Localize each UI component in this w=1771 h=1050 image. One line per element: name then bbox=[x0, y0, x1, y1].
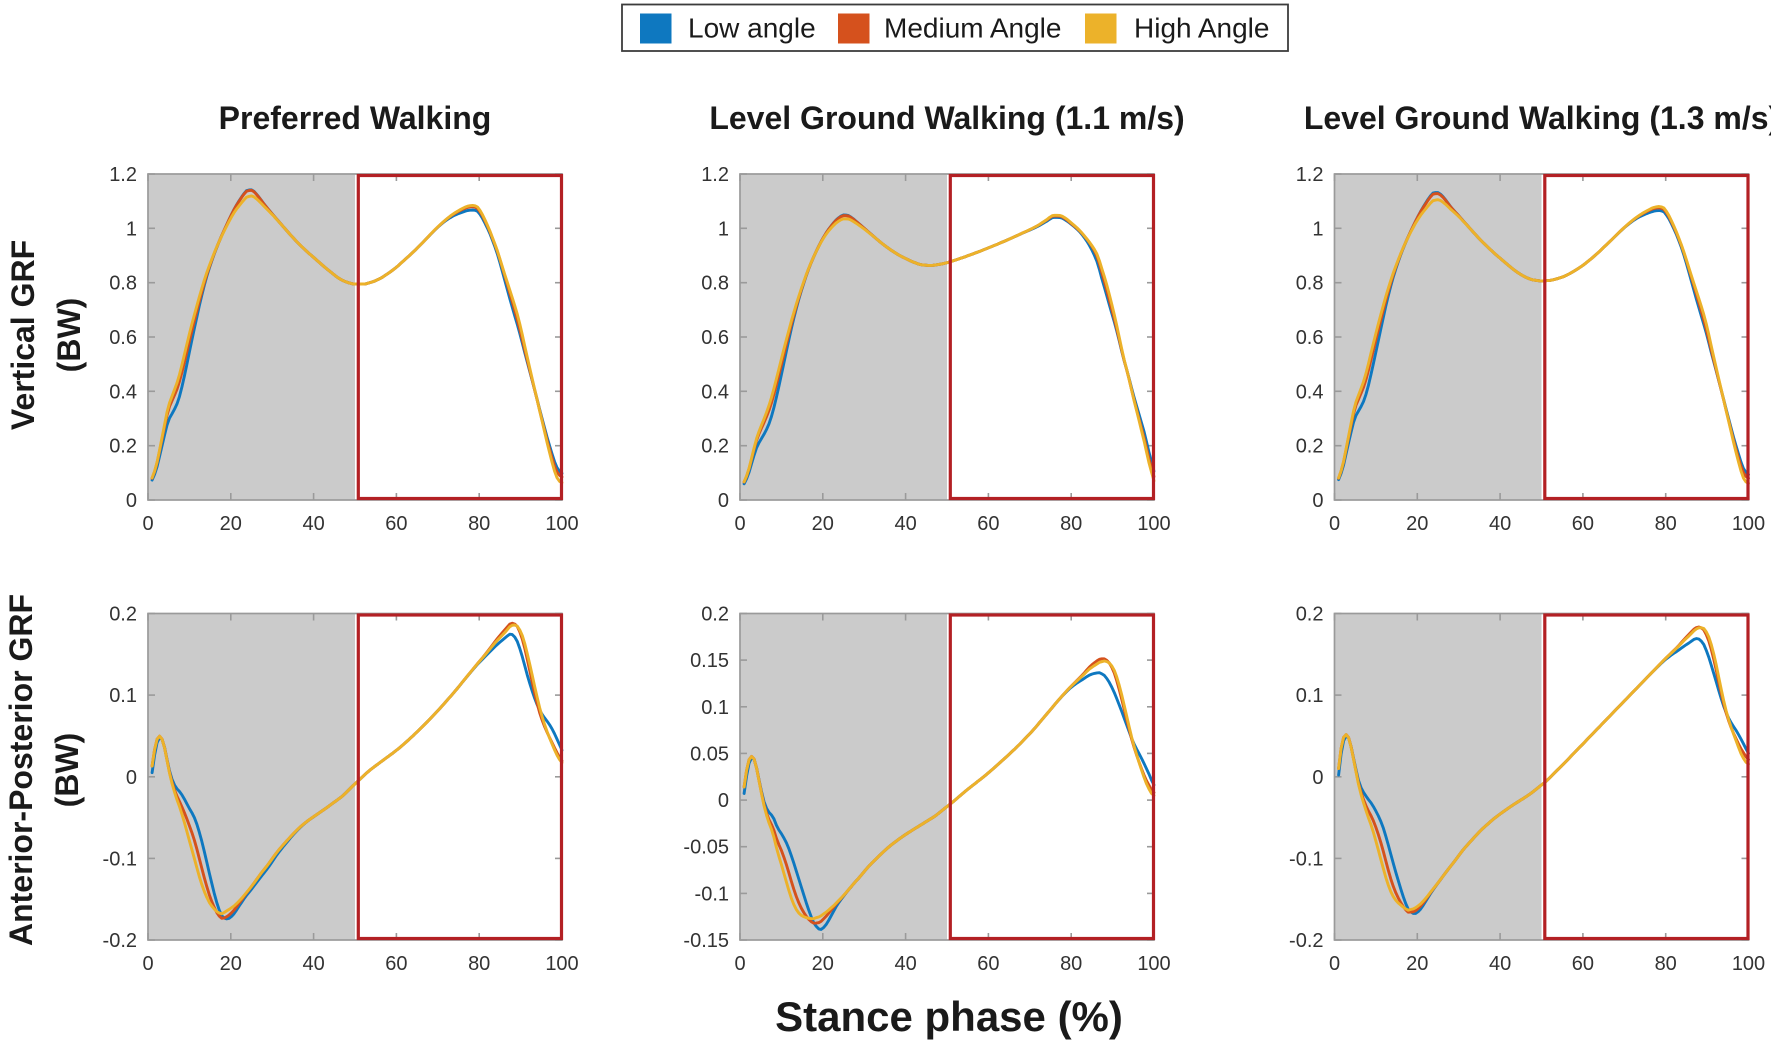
svg-text:0.4: 0.4 bbox=[109, 381, 137, 403]
svg-text:20: 20 bbox=[1406, 953, 1428, 975]
svg-text:Medium Angle: Medium Angle bbox=[884, 13, 1061, 44]
svg-text:60: 60 bbox=[977, 953, 999, 975]
svg-text:0: 0 bbox=[126, 767, 137, 789]
svg-text:0.15: 0.15 bbox=[690, 650, 729, 672]
svg-text:1: 1 bbox=[1312, 218, 1323, 240]
svg-text:0: 0 bbox=[1329, 513, 1340, 535]
svg-text:-0.2: -0.2 bbox=[1289, 930, 1323, 952]
svg-text:0.8: 0.8 bbox=[109, 273, 137, 295]
svg-text:100: 100 bbox=[545, 513, 578, 535]
svg-text:0.6: 0.6 bbox=[109, 327, 137, 349]
svg-text:80: 80 bbox=[468, 513, 490, 535]
svg-text:-0.1: -0.1 bbox=[103, 848, 137, 870]
svg-text:0: 0 bbox=[1329, 953, 1340, 975]
svg-text:High Angle: High Angle bbox=[1134, 13, 1269, 44]
svg-text:0.8: 0.8 bbox=[1296, 273, 1324, 295]
svg-text:0.1: 0.1 bbox=[701, 697, 729, 719]
svg-text:60: 60 bbox=[1572, 953, 1594, 975]
svg-text:100: 100 bbox=[1137, 513, 1170, 535]
svg-text:1.2: 1.2 bbox=[701, 164, 729, 186]
svg-text:0: 0 bbox=[734, 953, 745, 975]
svg-text:40: 40 bbox=[894, 953, 916, 975]
svg-text:80: 80 bbox=[1655, 953, 1677, 975]
svg-text:1.2: 1.2 bbox=[1296, 164, 1324, 186]
svg-text:100: 100 bbox=[1732, 513, 1765, 535]
svg-text:100: 100 bbox=[545, 953, 578, 975]
svg-text:-0.15: -0.15 bbox=[683, 930, 729, 952]
svg-text:Low angle: Low angle bbox=[688, 13, 816, 44]
svg-text:1: 1 bbox=[126, 218, 137, 240]
svg-text:80: 80 bbox=[1060, 953, 1082, 975]
svg-text:0.2: 0.2 bbox=[109, 604, 137, 626]
svg-text:0: 0 bbox=[734, 513, 745, 535]
svg-text:20: 20 bbox=[220, 953, 242, 975]
svg-text:20: 20 bbox=[812, 513, 834, 535]
svg-text:-0.1: -0.1 bbox=[1289, 848, 1323, 870]
svg-text:80: 80 bbox=[1060, 513, 1082, 535]
svg-text:80: 80 bbox=[468, 953, 490, 975]
svg-text:40: 40 bbox=[302, 953, 324, 975]
svg-text:1.2: 1.2 bbox=[109, 164, 137, 186]
svg-text:0.2: 0.2 bbox=[1296, 436, 1324, 458]
svg-text:80: 80 bbox=[1655, 513, 1677, 535]
svg-text:Stance phase (%): Stance phase (%) bbox=[775, 993, 1123, 1040]
svg-text:0: 0 bbox=[126, 490, 137, 512]
svg-text:0: 0 bbox=[1312, 490, 1323, 512]
svg-text:20: 20 bbox=[1406, 513, 1428, 535]
svg-text:0.2: 0.2 bbox=[701, 604, 729, 626]
svg-text:Preferred Walking: Preferred Walking bbox=[219, 100, 492, 136]
svg-text:0: 0 bbox=[718, 790, 729, 812]
svg-text:40: 40 bbox=[1489, 513, 1511, 535]
svg-text:0: 0 bbox=[1312, 767, 1323, 789]
svg-text:0.2: 0.2 bbox=[109, 436, 137, 458]
svg-text:0.8: 0.8 bbox=[701, 273, 729, 295]
svg-text:100: 100 bbox=[1732, 953, 1765, 975]
svg-text:0: 0 bbox=[718, 490, 729, 512]
svg-text:0.4: 0.4 bbox=[701, 381, 729, 403]
svg-text:40: 40 bbox=[1489, 953, 1511, 975]
svg-text:-0.05: -0.05 bbox=[683, 837, 729, 859]
svg-text:0: 0 bbox=[142, 513, 153, 535]
svg-text:60: 60 bbox=[385, 513, 407, 535]
svg-text:0.1: 0.1 bbox=[1296, 685, 1324, 707]
svg-text:0.2: 0.2 bbox=[701, 436, 729, 458]
svg-text:-0.2: -0.2 bbox=[103, 930, 137, 952]
svg-text:40: 40 bbox=[302, 513, 324, 535]
svg-text:0.1: 0.1 bbox=[109, 685, 137, 707]
svg-text:0.6: 0.6 bbox=[1296, 327, 1324, 349]
svg-text:20: 20 bbox=[220, 513, 242, 535]
svg-text:Level Ground Walking (1.3 m/s): Level Ground Walking (1.3 m/s) bbox=[1304, 100, 1771, 136]
svg-text:Level Ground Walking (1.1 m/s): Level Ground Walking (1.1 m/s) bbox=[709, 100, 1184, 136]
svg-text:100: 100 bbox=[1137, 953, 1170, 975]
svg-text:0.2: 0.2 bbox=[1296, 604, 1324, 626]
svg-text:0.05: 0.05 bbox=[690, 743, 729, 765]
svg-text:0.6: 0.6 bbox=[701, 327, 729, 349]
svg-text:1: 1 bbox=[718, 218, 729, 240]
svg-text:60: 60 bbox=[385, 953, 407, 975]
svg-text:-0.1: -0.1 bbox=[695, 883, 729, 905]
svg-text:0.4: 0.4 bbox=[1296, 381, 1324, 403]
svg-text:60: 60 bbox=[1572, 513, 1594, 535]
svg-text:0: 0 bbox=[142, 953, 153, 975]
svg-text:20: 20 bbox=[812, 953, 834, 975]
svg-text:40: 40 bbox=[894, 513, 916, 535]
svg-text:60: 60 bbox=[977, 513, 999, 535]
